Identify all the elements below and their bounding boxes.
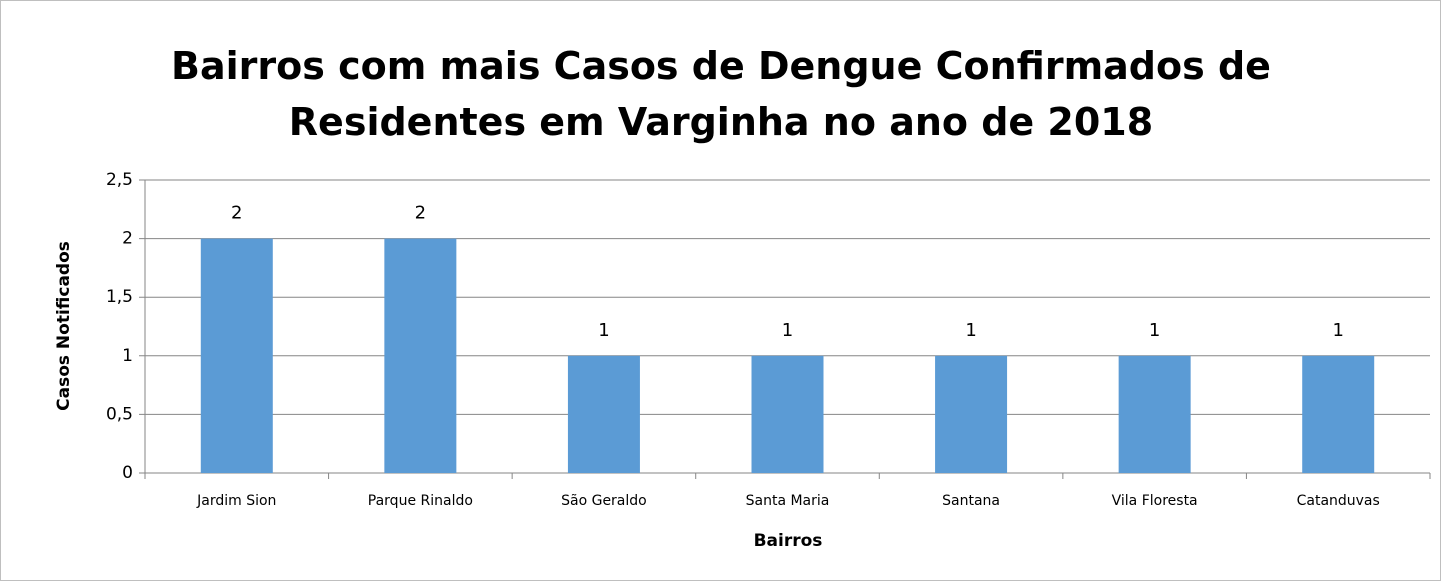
bar — [1302, 355, 1375, 473]
x-tick-label: Catanduvas — [1297, 493, 1380, 509]
bar — [935, 355, 1008, 473]
data-label: 1 — [598, 320, 609, 341]
x-tick-label: São Geraldo — [561, 493, 647, 509]
y-tick-label: 0,5 — [106, 404, 133, 424]
bar — [1118, 355, 1191, 473]
x-tick-label: Vila Floresta — [1112, 493, 1198, 509]
y-tick-label: 2 — [122, 229, 133, 249]
bar — [567, 355, 640, 473]
y-tick-label: 1,5 — [106, 287, 133, 307]
data-label: 1 — [782, 320, 793, 341]
chart-title: Bairros com mais Casos de Dengue Confirm… — [171, 44, 1271, 144]
data-label: 1 — [1149, 320, 1160, 341]
data-label: 2 — [415, 203, 426, 224]
y-tick-label: 1 — [122, 346, 133, 366]
y-tick-label: 2,5 — [106, 170, 133, 190]
x-axis-label: Bairros — [754, 531, 823, 551]
x-tick-label: Parque Rinaldo — [368, 493, 473, 509]
y-axis-label: Casos Notificados — [54, 241, 74, 411]
data-label: 2 — [231, 203, 242, 224]
x-tick-label: Santana — [942, 493, 1000, 509]
bar — [200, 238, 273, 473]
data-label: 1 — [965, 320, 976, 341]
x-tick-label: Santa Maria — [746, 493, 830, 509]
y-tick-label: 0 — [122, 463, 133, 483]
bar — [384, 238, 457, 473]
x-tick-label: Jardim Sion — [196, 493, 276, 509]
data-label: 1 — [1332, 320, 1343, 341]
bar — [751, 355, 824, 473]
